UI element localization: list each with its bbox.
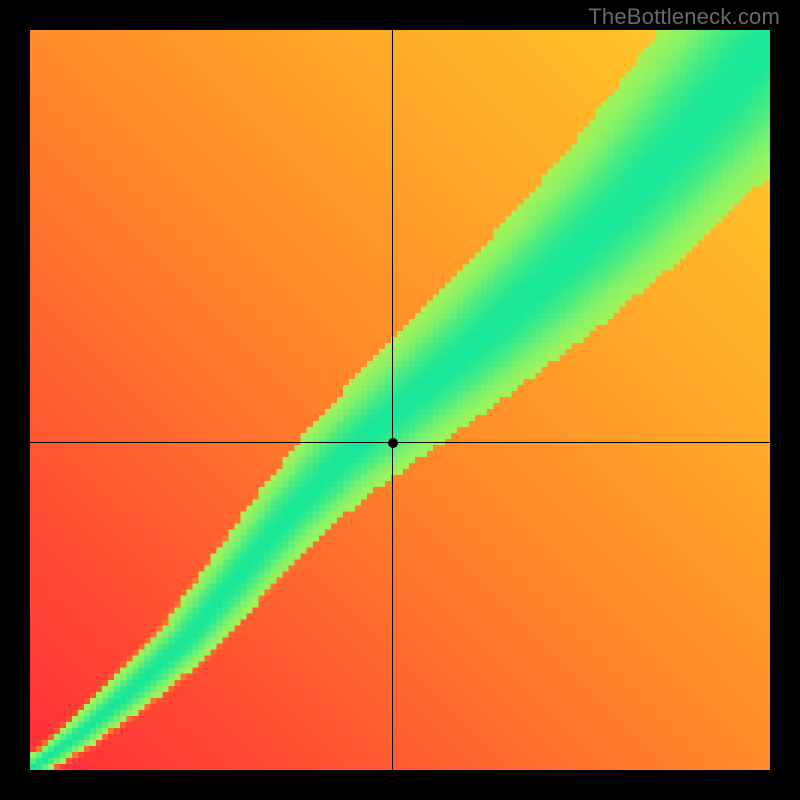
crosshair-vertical xyxy=(392,30,393,770)
watermark-text: TheBottleneck.com xyxy=(588,4,780,30)
heatmap-plot xyxy=(30,30,770,770)
crosshair-marker xyxy=(388,438,398,448)
heatmap-canvas xyxy=(30,30,770,770)
crosshair-horizontal xyxy=(30,442,770,443)
